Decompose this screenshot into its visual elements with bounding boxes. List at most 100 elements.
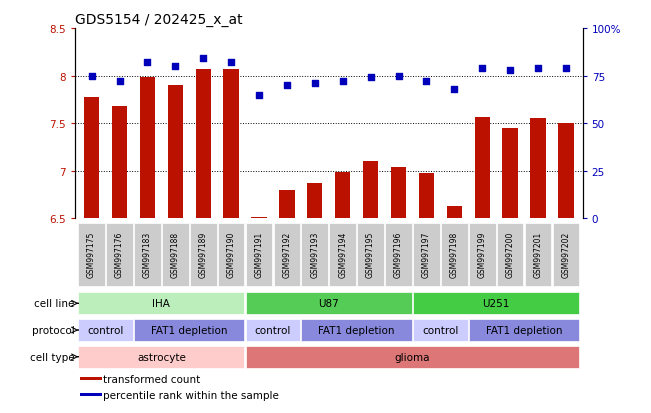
Text: IHA: IHA bbox=[152, 299, 171, 309]
Text: GDS5154 / 202425_x_at: GDS5154 / 202425_x_at bbox=[75, 12, 242, 26]
Bar bbox=[419, 173, 434, 219]
Bar bbox=[385, 223, 412, 286]
Text: GSM997193: GSM997193 bbox=[311, 231, 319, 278]
Text: GSM997202: GSM997202 bbox=[561, 231, 570, 278]
Bar bbox=[106, 223, 133, 286]
Point bbox=[505, 67, 516, 74]
Text: GSM997198: GSM997198 bbox=[450, 231, 459, 278]
Point bbox=[310, 81, 320, 87]
Text: cell type: cell type bbox=[30, 352, 74, 362]
Text: FAT1 depletion: FAT1 depletion bbox=[318, 325, 395, 335]
Point bbox=[198, 56, 208, 63]
Bar bbox=[441, 223, 467, 286]
Text: GSM997189: GSM997189 bbox=[199, 231, 208, 278]
Bar bbox=[413, 319, 467, 342]
Text: GSM997191: GSM997191 bbox=[255, 231, 264, 278]
Bar bbox=[84, 97, 99, 219]
Bar bbox=[503, 128, 518, 219]
Bar bbox=[78, 319, 133, 342]
Bar bbox=[245, 319, 300, 342]
Bar bbox=[469, 223, 495, 286]
Point bbox=[254, 92, 264, 99]
Text: GSM997188: GSM997188 bbox=[171, 232, 180, 278]
Text: GSM997194: GSM997194 bbox=[339, 231, 347, 278]
Text: GSM997196: GSM997196 bbox=[394, 231, 403, 278]
Bar bbox=[190, 223, 217, 286]
Bar bbox=[195, 70, 211, 219]
Text: GSM997201: GSM997201 bbox=[534, 231, 542, 278]
Bar bbox=[335, 172, 350, 219]
Text: GSM997192: GSM997192 bbox=[283, 231, 292, 278]
Point bbox=[87, 73, 97, 80]
Bar bbox=[301, 319, 412, 342]
Point bbox=[477, 66, 488, 72]
Bar bbox=[273, 223, 300, 286]
Bar bbox=[162, 223, 189, 286]
Point bbox=[365, 75, 376, 82]
Bar bbox=[80, 377, 102, 380]
Point bbox=[421, 79, 432, 85]
Bar bbox=[78, 223, 105, 286]
Bar bbox=[245, 292, 412, 315]
Bar bbox=[497, 223, 523, 286]
Bar bbox=[475, 117, 490, 219]
Text: GSM997195: GSM997195 bbox=[366, 231, 375, 278]
Bar bbox=[363, 162, 378, 219]
Bar bbox=[329, 223, 356, 286]
Point bbox=[449, 86, 460, 93]
Point bbox=[533, 66, 543, 72]
Point bbox=[226, 60, 236, 66]
Text: control: control bbox=[255, 325, 291, 335]
Text: GSM997199: GSM997199 bbox=[478, 231, 487, 278]
Bar bbox=[245, 223, 272, 286]
Text: transformed count: transformed count bbox=[103, 374, 200, 384]
Bar bbox=[301, 223, 328, 286]
Point bbox=[393, 73, 404, 80]
Bar bbox=[112, 107, 127, 219]
Bar bbox=[134, 223, 161, 286]
Text: GSM997183: GSM997183 bbox=[143, 231, 152, 278]
Point bbox=[561, 66, 571, 72]
Point bbox=[337, 79, 348, 85]
Point bbox=[170, 64, 180, 70]
Bar bbox=[134, 319, 245, 342]
Bar bbox=[168, 86, 183, 219]
Text: FAT1 depletion: FAT1 depletion bbox=[151, 325, 227, 335]
Text: GSM997200: GSM997200 bbox=[506, 231, 514, 278]
Bar bbox=[413, 292, 579, 315]
Text: GSM997190: GSM997190 bbox=[227, 231, 236, 278]
Bar bbox=[558, 124, 574, 219]
Text: U87: U87 bbox=[318, 299, 339, 309]
Bar bbox=[217, 223, 245, 286]
Bar bbox=[140, 78, 155, 219]
Point bbox=[115, 79, 125, 85]
Point bbox=[142, 60, 152, 66]
Text: GSM997175: GSM997175 bbox=[87, 231, 96, 278]
Text: astrocyte: astrocyte bbox=[137, 352, 186, 362]
Text: protocol: protocol bbox=[32, 325, 74, 335]
Bar bbox=[245, 346, 579, 368]
Text: GSM997176: GSM997176 bbox=[115, 231, 124, 278]
Bar bbox=[357, 223, 384, 286]
Text: GSM997197: GSM997197 bbox=[422, 231, 431, 278]
Text: control: control bbox=[422, 325, 458, 335]
Bar bbox=[525, 223, 551, 286]
Bar bbox=[80, 394, 102, 396]
Bar bbox=[223, 70, 239, 219]
Bar bbox=[307, 184, 322, 219]
Text: U251: U251 bbox=[482, 299, 510, 309]
Bar bbox=[78, 346, 245, 368]
Bar bbox=[531, 119, 546, 219]
Bar bbox=[413, 223, 440, 286]
Bar bbox=[469, 319, 579, 342]
Text: cell line: cell line bbox=[34, 299, 74, 309]
Text: FAT1 depletion: FAT1 depletion bbox=[486, 325, 562, 335]
Bar bbox=[279, 190, 294, 219]
Bar bbox=[391, 168, 406, 219]
Text: control: control bbox=[87, 325, 124, 335]
Bar bbox=[553, 223, 579, 286]
Bar bbox=[447, 206, 462, 219]
Text: glioma: glioma bbox=[395, 352, 430, 362]
Bar bbox=[78, 292, 245, 315]
Bar bbox=[251, 217, 267, 219]
